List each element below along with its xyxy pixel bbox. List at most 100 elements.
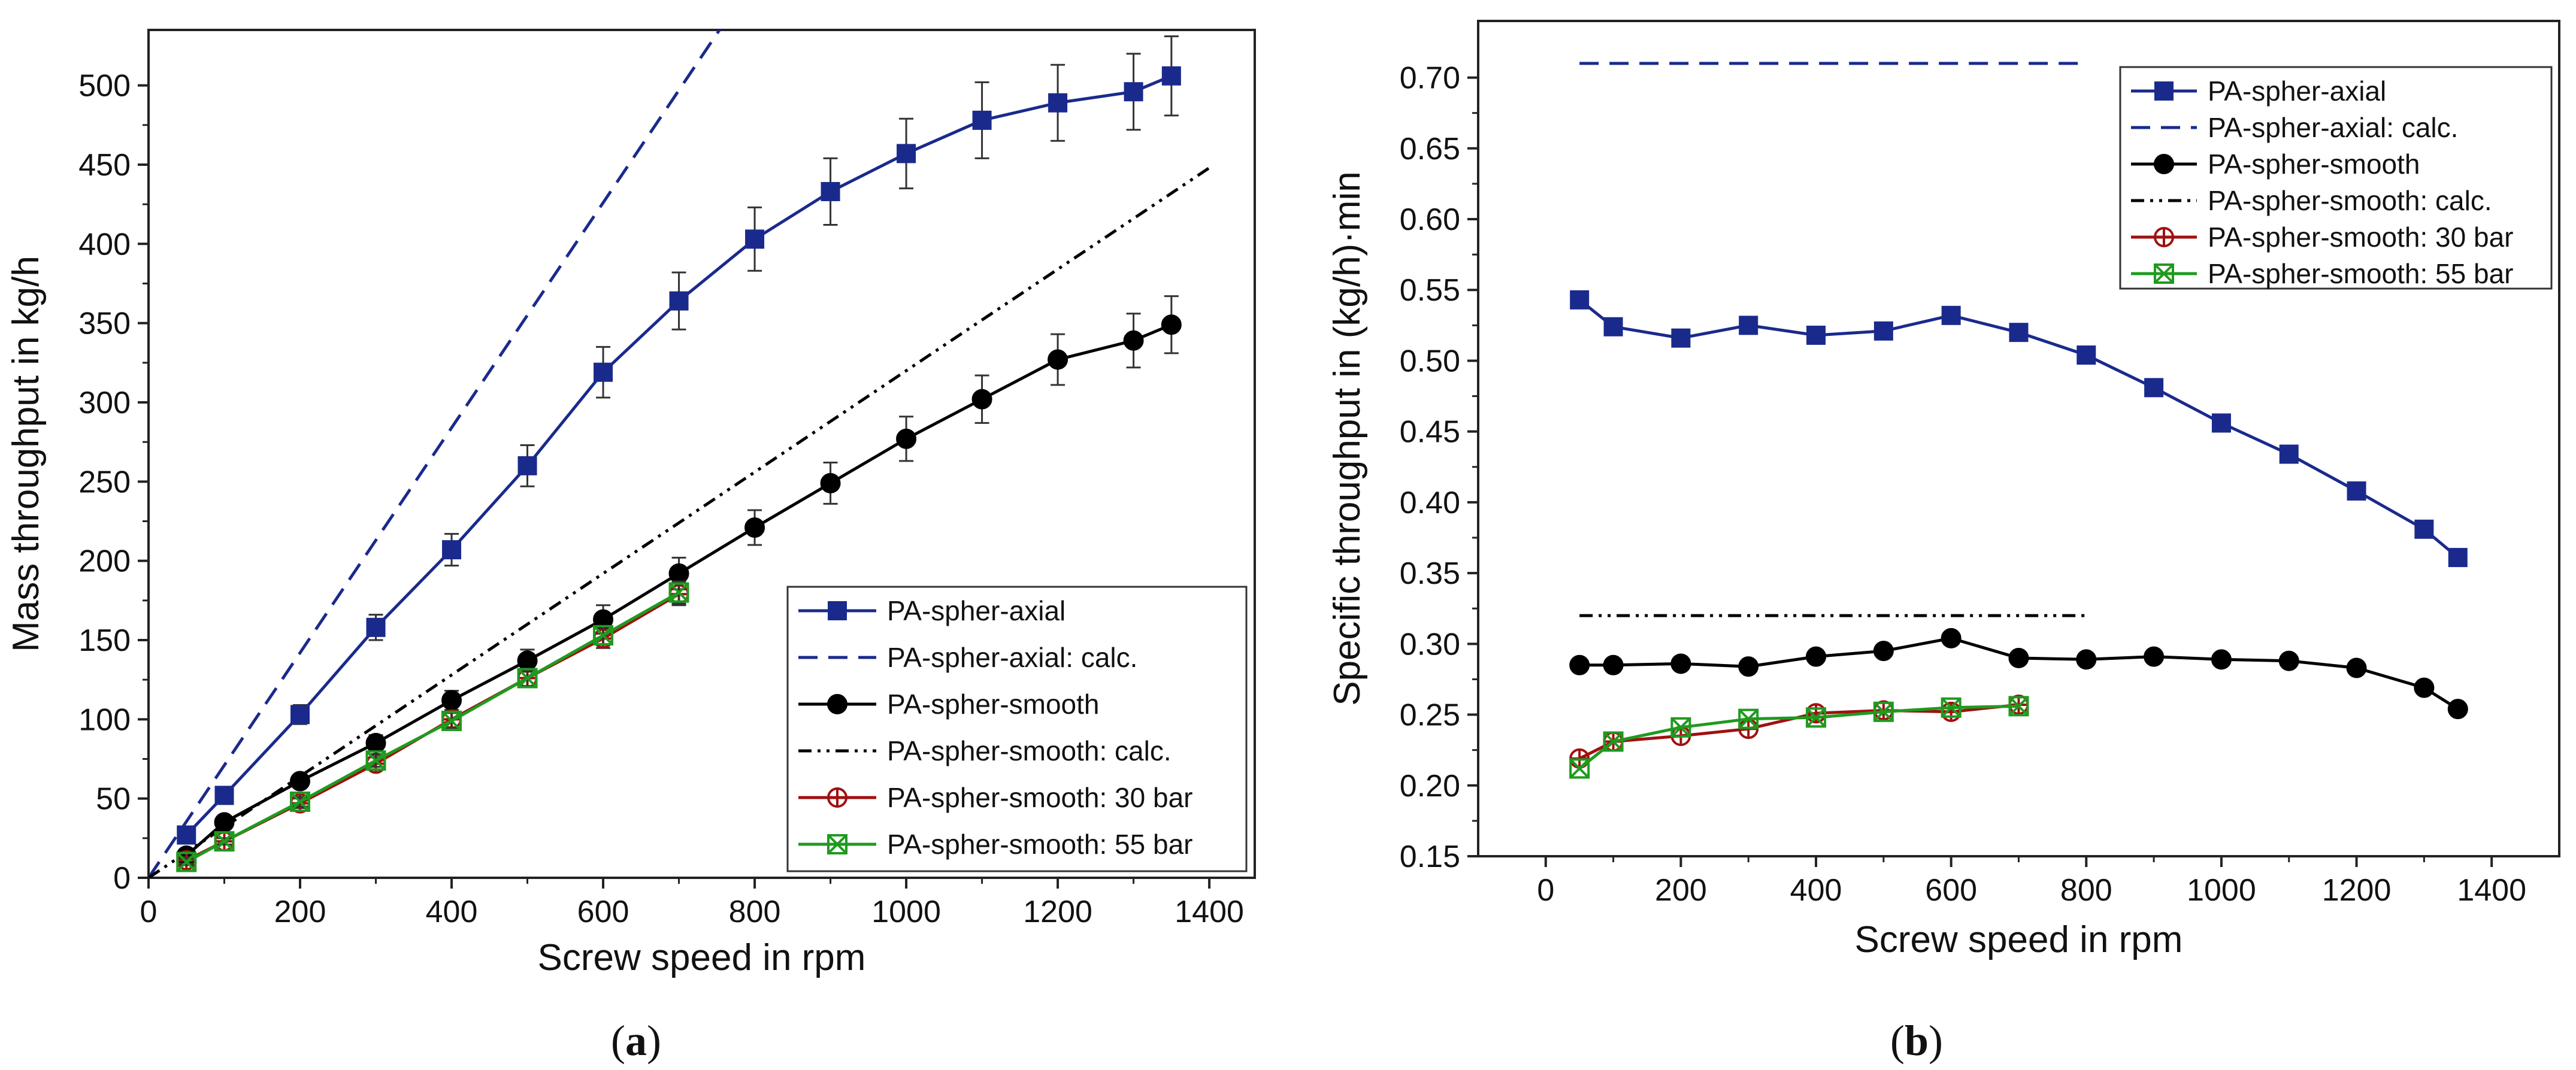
chart-b-series-5-point <box>1806 707 1827 728</box>
chart-b-series-2 <box>1569 628 2468 720</box>
chart-a-series-5-point <box>517 668 538 689</box>
chart-a-y-tick-label: 100 <box>78 702 131 737</box>
chart-a-series-5-point <box>290 791 311 812</box>
chart-b-legend-label: PA-spher-axial <box>2208 75 2386 107</box>
chart-b-series-5-point <box>1670 717 1691 738</box>
chart-a-y-tick-label: 0 <box>113 861 131 896</box>
chart-a-series-5-point <box>593 625 614 646</box>
chart-a-data-area <box>149 30 1210 878</box>
chart-b-series-0-point <box>1941 305 1961 325</box>
chart-b-legend-label: PA-spher-smooth <box>2208 148 2420 180</box>
chart-b-legend-label: PA-spher-axial: calc. <box>2208 112 2458 143</box>
chart-b-series-0-point <box>2279 444 2299 464</box>
chart-a-series-3 <box>149 166 1210 878</box>
chart-a-series-0-point <box>290 705 310 725</box>
chart-b-legend: PA-spher-axial PA-spher-axial: calc. PA-sp… <box>2119 66 2553 290</box>
chart-a-y-tick-label: 450 <box>78 148 131 183</box>
caption-b-close: ) <box>1929 1017 1943 1065</box>
chart-b-x-tick-label: 1200 <box>2322 873 2392 908</box>
chart-b-series-4-point <box>1941 701 1961 722</box>
chart-b-series-2-point <box>1941 628 1961 648</box>
chart-b-y-tick-label: 0.65 <box>1400 132 1460 166</box>
chart-b-series-2-point <box>1806 646 1827 667</box>
chart-a-legend-label: PA-spher-axial: calc. <box>887 642 1137 673</box>
chart-a-y-tick-label: 350 <box>78 307 131 341</box>
chart-a-series-0-point <box>177 825 196 845</box>
chart-b-series-2-point <box>1738 656 1759 677</box>
chart-b-series-0 <box>1570 290 2468 568</box>
chart-a-series-0-point <box>1124 82 1143 102</box>
chart-b-series-5-point <box>1603 731 1624 752</box>
chart-b-legend-item: PA-spher-smooth: calc. <box>2131 185 2492 216</box>
chart-a-series-0-point <box>897 144 916 163</box>
chart-b-series-2-point <box>1603 654 1624 675</box>
chart-a-series-2-point <box>668 563 689 584</box>
chart-b-series-0-point <box>1570 290 1590 310</box>
chart-b-x-tick-label: 1000 <box>2187 873 2256 908</box>
chart-b-x-tick-label: 800 <box>2060 873 2112 908</box>
chart-a-legend-label: PA-spher-smooth <box>887 689 1100 720</box>
chart-a-series-2-point <box>517 650 538 671</box>
chart-a-series-0-point <box>972 110 992 130</box>
chart-b-series-0-point <box>2347 481 2366 501</box>
chart-a-series-5-point <box>176 851 197 872</box>
chart-b-series-0-point <box>2076 345 2096 365</box>
chart-a-series-2-point <box>365 733 386 754</box>
chart-b-y-tick-label: 0.50 <box>1400 344 1460 378</box>
chart-a-series-2-point <box>971 389 992 410</box>
chart-a-y-tick-label: 150 <box>78 623 131 658</box>
chart-b-series-0-point <box>1603 317 1623 337</box>
chart-b-legend-box <box>2119 66 2553 290</box>
chart-a-series-0-point <box>517 456 537 475</box>
chart-b-legend-marker <box>2154 81 2174 101</box>
chart-b-y-tick-label: 0.70 <box>1400 61 1460 96</box>
chart-b-x-axis: 0 200 400 600 800 1000 1200 1400 <box>1537 856 2526 908</box>
chart-a-legend-label: PA-spher-smooth: 55 bar <box>887 829 1193 860</box>
chart-a-x-tick-label: 1400 <box>1175 895 1244 929</box>
chart-panel-b: 0 200 400 600 800 1000 1200 1400 0.15 0.20 0.25 0.3… <box>1327 20 2560 960</box>
chart-b-y-tick-label: 0.15 <box>1400 839 1460 874</box>
chart-a-series-0-point <box>1048 93 1068 113</box>
chart-a-legend-item: PA-spher-smooth: 30 bar <box>798 782 1193 813</box>
chart-b-series-0-point <box>2448 548 2468 568</box>
chart-b-series-0-point <box>1806 325 1826 345</box>
chart-a-series-0-point <box>745 229 765 249</box>
caption-a-letter: a <box>625 1017 647 1065</box>
caption-a-open: ( <box>611 1017 625 1065</box>
chart-b-series-2-point <box>2076 649 2097 670</box>
chart-b-legend-label: PA-spher-smooth: calc. <box>2208 185 2492 216</box>
chart-b-series-5-point <box>1738 708 1759 729</box>
chart-a-series-5-line <box>186 591 680 863</box>
chart-b-series-0-point <box>1739 316 1758 335</box>
chart-b-series-2-point <box>1873 641 1894 662</box>
chart-b-series-0-point <box>1873 321 1893 341</box>
chart-a-series-0 <box>177 35 1181 845</box>
chart-b-series-0-point <box>2009 323 2029 342</box>
chart-b-x-tick-label: 0 <box>1537 873 1554 908</box>
chart-a-series-2-point <box>214 812 235 833</box>
chart-a-series-2-point <box>1048 349 1068 370</box>
chart-b-series-2-point <box>2144 646 2165 667</box>
caption-b-letter: b <box>1905 1017 1929 1065</box>
chart-b-y-tick-label: 0.40 <box>1400 486 1460 520</box>
chart-a-legend-item: PA-spher-smooth: 55 bar <box>798 829 1193 860</box>
chart-b-series-2-point <box>2447 699 2468 720</box>
chart-a-legend-label: PA-spher-smooth: 30 bar <box>887 782 1193 813</box>
chart-b-y-tick-label: 0.30 <box>1400 627 1460 662</box>
chart-a-legend-marker <box>827 787 847 808</box>
chart-b-series-5-point <box>2008 696 2029 717</box>
chart-b-series-5-line <box>1578 704 2019 770</box>
chart-a-x-axis-label: Screw speed in rpm <box>538 937 866 978</box>
chart-a-series-5 <box>176 580 689 872</box>
chart-a-y-axis: 0 50 100 150 200 250 300 350 400 450 500 <box>78 69 149 896</box>
chart-b-series-2-point <box>2346 657 2367 678</box>
chart-a-y-axis-label: Mass throughput in kg/h <box>5 256 47 652</box>
chart-b-y-axis-label: Specific throughput in (kg/h)·min <box>1327 171 1368 706</box>
chart-a-legend: PA-spher-axial PA-spher-axial: calc. PA-sp… <box>786 586 1248 872</box>
chart-a-series-0-point <box>821 181 840 201</box>
chart-a-series-5-point <box>214 831 235 852</box>
chart-a-series-1-line <box>149 30 722 878</box>
chart-b-series-0-point <box>2211 413 2231 433</box>
chart-a-y-tick-label: 500 <box>78 69 131 104</box>
chart-b-y-tick-label: 0.60 <box>1400 202 1460 237</box>
